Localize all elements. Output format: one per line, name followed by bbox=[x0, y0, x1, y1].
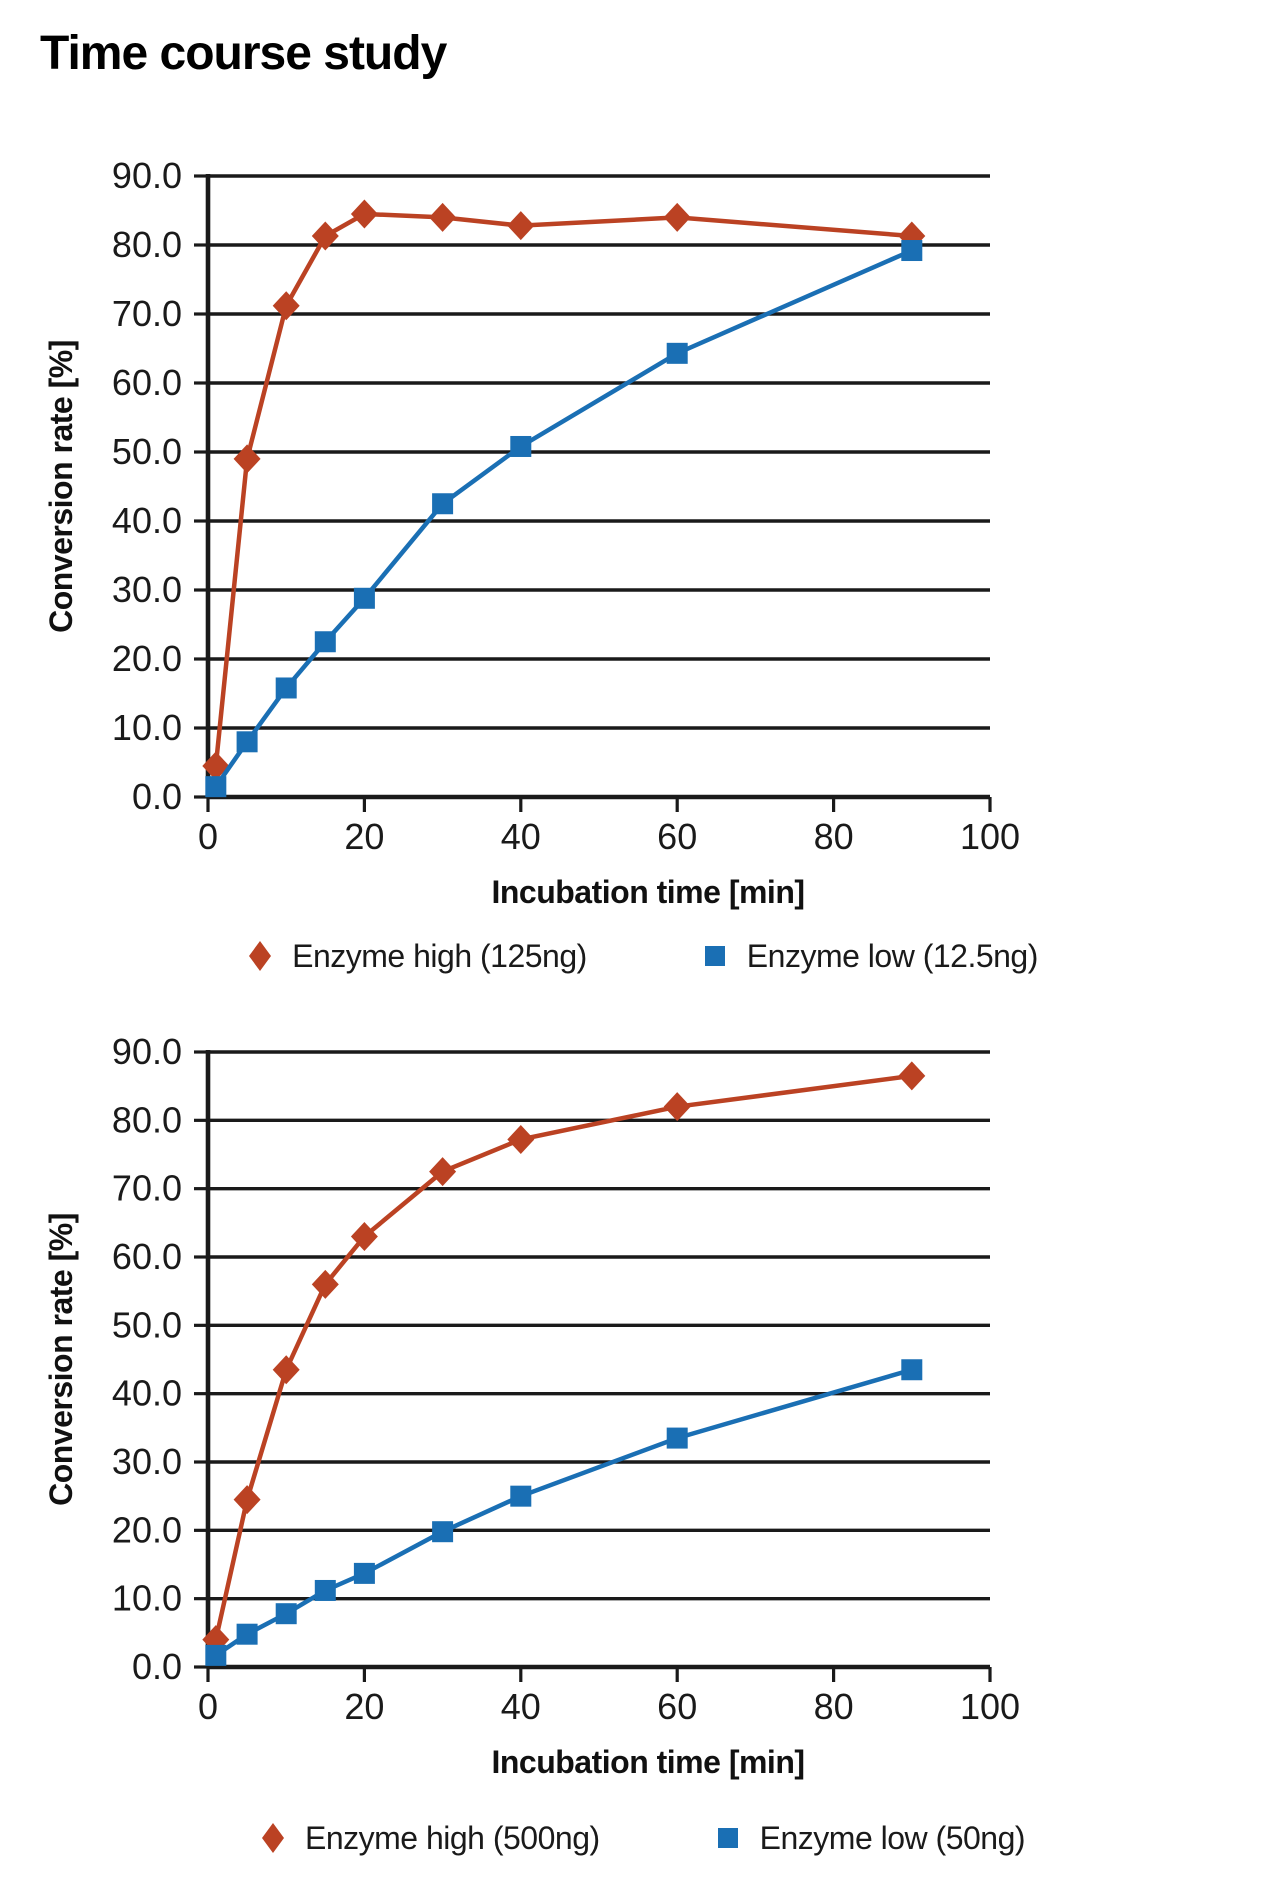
square-marker bbox=[901, 240, 923, 262]
legend-item: Enzyme high (125ng) bbox=[242, 938, 587, 975]
legend-diamond-icon bbox=[249, 941, 272, 971]
diamond-marker bbox=[350, 1222, 378, 1251]
square-marker bbox=[666, 342, 688, 364]
y-tick-label: 80.0 bbox=[112, 1099, 182, 1140]
diamond-marker bbox=[311, 1269, 339, 1299]
diamond-marker bbox=[507, 211, 535, 241]
x-tick-label: 0 bbox=[198, 816, 218, 857]
series-line bbox=[214, 1367, 913, 1658]
x-tick-label: 100 bbox=[960, 1686, 1020, 1727]
x-tick-label: 80 bbox=[814, 816, 854, 857]
square-marker bbox=[275, 677, 297, 699]
square-marker bbox=[510, 1485, 532, 1507]
y-tick-label: 10.0 bbox=[112, 1578, 182, 1619]
diamond-marker bbox=[507, 1124, 535, 1154]
y-tick-label: 70.0 bbox=[112, 293, 182, 334]
y-tick-label: 30.0 bbox=[112, 569, 182, 610]
x-tick-label: 20 bbox=[344, 816, 384, 857]
legend-label: Enzyme low (12.5ng) bbox=[746, 937, 1039, 974]
x-tick-label: 60 bbox=[657, 1686, 697, 1727]
y-tick-label: 20.0 bbox=[112, 1509, 182, 1550]
diamond-marker bbox=[429, 202, 457, 232]
diamond-marker bbox=[233, 1485, 261, 1515]
legend-label: Enzyme high (500ng) bbox=[304, 1819, 600, 1856]
y-tick-label: 60.0 bbox=[112, 1236, 182, 1277]
y-tick-label: 50.0 bbox=[112, 431, 182, 472]
diamond-marker bbox=[233, 444, 261, 474]
y-tick-label: 60.0 bbox=[112, 362, 182, 403]
y-tick-label: 40.0 bbox=[112, 1373, 182, 1414]
square-marker bbox=[353, 1562, 375, 1584]
top-chart-plot: 0.0 10.0 20.0 30.0 40.0 50.0 60.0 70.0 80.0 90.0 0… bbox=[43, 155, 1020, 910]
diamond-marker bbox=[350, 199, 378, 229]
y-axis-title: Conversion rate [%] bbox=[43, 1213, 79, 1506]
legend-diamond-icon bbox=[261, 1823, 284, 1853]
y-axis-title: Conversion rate [%] bbox=[43, 340, 79, 633]
legend-square-icon bbox=[704, 946, 725, 966]
x-tick-label: 20 bbox=[344, 1686, 384, 1727]
legend-item: Enzyme high (500ng) bbox=[255, 1820, 600, 1857]
square-marker bbox=[666, 1427, 688, 1449]
x-axis-title: Incubation time [min] bbox=[491, 874, 804, 910]
square-marker bbox=[353, 587, 375, 609]
y-tick-label: 30.0 bbox=[112, 1441, 182, 1482]
legend-item: Enzyme low (12.5ng) bbox=[697, 938, 1038, 975]
square-marker bbox=[205, 1644, 227, 1666]
page-title: Time course study bbox=[40, 27, 447, 80]
top-chart-legend: Enzyme high (125ng) Enzyme low (12.5ng) bbox=[0, 928, 1280, 984]
x-tick-label: 80 bbox=[814, 1686, 854, 1727]
bottom-chart-plot: 0.0 10.0 20.0 30.0 40.0 50.0 60.0 70.0 80.0 90.0 0… bbox=[43, 1031, 1020, 1780]
square-marker bbox=[314, 1579, 336, 1601]
diamond-marker bbox=[898, 1061, 926, 1091]
legend-square-icon bbox=[717, 1828, 738, 1848]
y-tick-label: 20.0 bbox=[112, 638, 182, 679]
square-marker bbox=[432, 1521, 454, 1543]
y-tick-label: 50.0 bbox=[112, 1304, 182, 1345]
bottom-chart-legend: Enzyme high (500ng) Enzyme low (50ng) bbox=[0, 1810, 1280, 1866]
y-tick-label: 10.0 bbox=[112, 707, 182, 748]
square-marker bbox=[205, 776, 227, 798]
diamond-marker bbox=[311, 221, 339, 251]
y-tick-label: 0.0 bbox=[132, 776, 182, 817]
legend-item: Enzyme low (50ng) bbox=[710, 1819, 1026, 1857]
square-marker bbox=[236, 731, 258, 753]
diamond-marker bbox=[429, 1157, 457, 1187]
x-tick-label: 0 bbox=[198, 1686, 218, 1727]
legend-label: Enzyme low (50ng) bbox=[759, 1819, 1026, 1856]
diamond-marker bbox=[272, 291, 300, 321]
x-axis-title: Incubation time [min] bbox=[491, 1744, 804, 1780]
x-tick-label: 40 bbox=[501, 1686, 541, 1727]
y-tick-label: 0.0 bbox=[132, 1646, 182, 1687]
square-marker bbox=[510, 435, 532, 457]
legend-label: Enzyme high (125ng) bbox=[292, 937, 587, 974]
diamond-marker bbox=[663, 1092, 691, 1122]
x-tick-label: 60 bbox=[657, 816, 697, 857]
y-tick-label: 40.0 bbox=[112, 500, 182, 541]
x-tick-label: 100 bbox=[960, 816, 1020, 857]
series-line bbox=[213, 1073, 913, 1641]
diamond-marker bbox=[663, 202, 691, 232]
series-line bbox=[213, 248, 913, 788]
y-tick-label: 90.0 bbox=[112, 1031, 182, 1072]
square-marker bbox=[432, 493, 454, 515]
square-marker bbox=[275, 1603, 297, 1625]
x-tick-label: 40 bbox=[501, 816, 541, 857]
y-tick-label: 70.0 bbox=[112, 1168, 182, 1209]
square-marker bbox=[314, 631, 336, 653]
square-marker bbox=[901, 1359, 923, 1381]
diamond-marker bbox=[272, 1355, 300, 1385]
square-marker bbox=[236, 1623, 258, 1645]
y-tick-label: 80.0 bbox=[112, 224, 182, 265]
y-tick-label: 90.0 bbox=[112, 155, 182, 196]
